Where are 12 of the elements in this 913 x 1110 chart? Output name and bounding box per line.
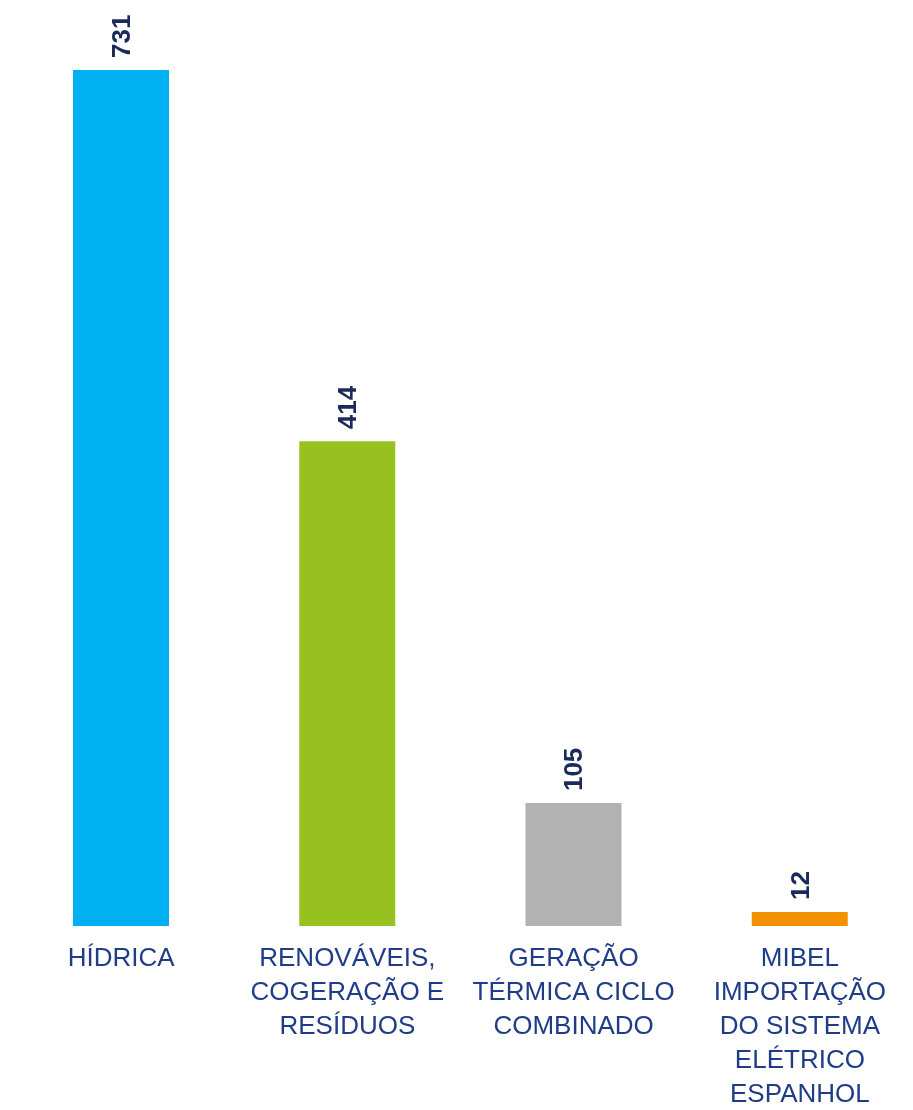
data-label: 105: [558, 747, 589, 792]
bar: [751, 911, 848, 926]
data-label: 12: [784, 871, 815, 900]
x-tick-label: RENOVÁVEIS, COGERAÇÃO E RESÍDUOS: [250, 942, 445, 1040]
bar: [299, 441, 396, 926]
x-tick-label: MIBEL IMPORTAÇÃO DO SISTEMA ELÉTRICO ESPANHOL: [713, 942, 887, 1108]
bar: [73, 70, 169, 926]
x-tick-label: HÍDRICA: [67, 942, 176, 972]
bar: [525, 803, 622, 926]
x-tick-label: GERAÇÃO TÉRMICA CICLO COMBINADO: [472, 942, 675, 1040]
data-label: 414: [332, 385, 363, 430]
data-label: 731: [106, 14, 136, 58]
